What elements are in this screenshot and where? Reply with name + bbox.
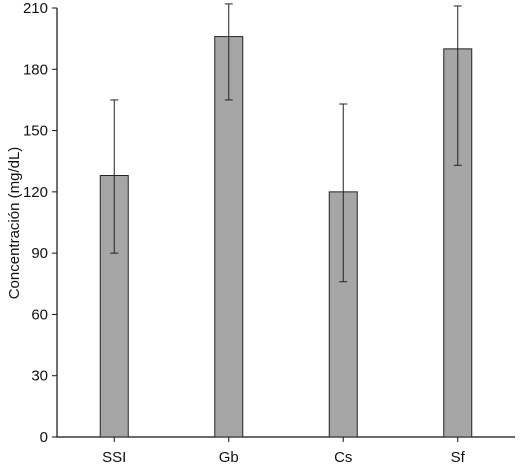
x-tick-label: Sf [451, 449, 466, 466]
x-tick-label: Cs [334, 449, 352, 466]
tick-labels: 0 30 60 90 120 150 180 210 SSI Gb Cs Sf [23, 0, 466, 466]
bars [99, 36, 473, 438]
y-tick-label: 60 [31, 306, 48, 323]
axes [52, 7, 515, 442]
x-tick-label: Gb [219, 449, 239, 466]
y-tick-label: 150 [23, 123, 48, 140]
y-tick-label: 120 [23, 184, 48, 201]
y-tick-label: 90 [31, 245, 48, 262]
error-bars [110, 3, 462, 283]
y-tick-label: 210 [23, 0, 48, 17]
bar-gb [214, 36, 244, 438]
x-tick-label: SSI [102, 449, 126, 466]
y-tick-label: 30 [31, 368, 48, 385]
y-tick-label: 0 [40, 429, 48, 446]
y-tick-label: 180 [23, 61, 48, 78]
y-axis-title: Concentración (mg/dL) [6, 147, 23, 300]
